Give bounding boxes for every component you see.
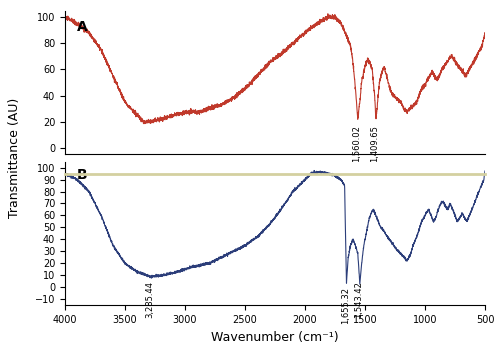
- Text: A: A: [77, 20, 88, 34]
- Text: B: B: [77, 167, 88, 181]
- Text: Transmittance (AU): Transmittance (AU): [8, 98, 22, 218]
- X-axis label: Wavenumber (cm⁻¹): Wavenumber (cm⁻¹): [211, 331, 339, 344]
- Text: 1,560.02: 1,560.02: [352, 126, 361, 163]
- Text: 3,285.44: 3,285.44: [145, 282, 154, 318]
- Text: 1,409.65: 1,409.65: [370, 126, 379, 163]
- Text: 1,543.42: 1,543.42: [354, 282, 363, 318]
- Text: 1,655.32: 1,655.32: [340, 287, 349, 324]
